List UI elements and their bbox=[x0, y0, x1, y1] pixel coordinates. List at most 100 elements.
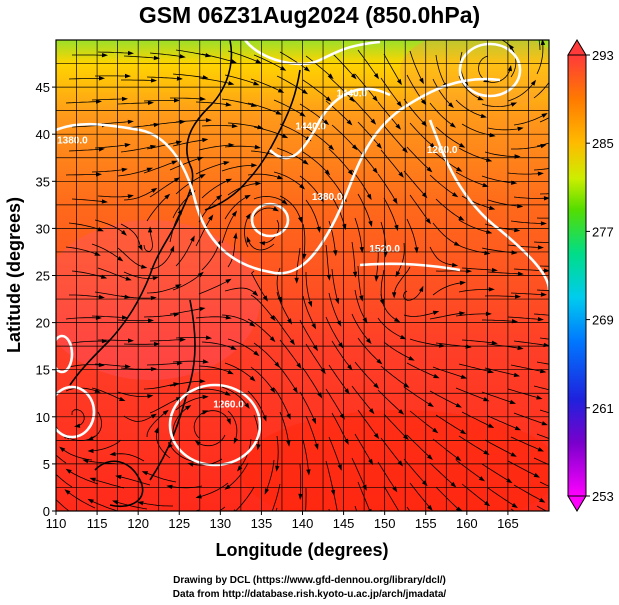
streamline bbox=[383, 485, 400, 511]
streamline-arrowhead bbox=[249, 375, 256, 382]
streamline-arrowhead bbox=[507, 65, 512, 72]
colorbar: 253 261 269 277 285 293 bbox=[567, 39, 614, 512]
streamline bbox=[71, 340, 104, 344]
streamline bbox=[539, 117, 549, 123]
x-tick-label: 115 bbox=[87, 516, 108, 531]
streamline bbox=[458, 435, 487, 454]
streamline bbox=[513, 114, 545, 126]
streamline-arrowhead bbox=[205, 335, 212, 340]
streamline-arrowhead bbox=[272, 206, 279, 212]
streamline bbox=[195, 217, 212, 247]
cool-pocket bbox=[400, 40, 549, 110]
streamline bbox=[487, 127, 520, 131]
streamline-arrowhead bbox=[514, 425, 522, 431]
streamline-arrowhead bbox=[325, 96, 332, 102]
streamline-arrowhead bbox=[540, 221, 547, 226]
x-tick-label: 130 bbox=[209, 516, 231, 531]
streamline bbox=[68, 470, 99, 485]
streamline-arrowhead bbox=[488, 287, 495, 292]
streamline bbox=[396, 242, 405, 274]
streamline-arrowhead bbox=[530, 79, 536, 86]
streamline bbox=[143, 100, 176, 102]
streamline bbox=[146, 76, 180, 80]
streamline bbox=[302, 79, 329, 100]
streamline bbox=[357, 193, 372, 224]
streamline-arrowhead bbox=[228, 81, 235, 86]
streamline-arrowhead bbox=[121, 315, 128, 320]
streamline bbox=[67, 491, 96, 509]
streamline bbox=[377, 317, 403, 339]
streamline-arrowhead bbox=[537, 317, 544, 322]
y-tick-label: 35 bbox=[36, 174, 50, 189]
streamline bbox=[435, 54, 446, 86]
streamline bbox=[513, 340, 546, 346]
streamline-arrowhead bbox=[259, 241, 266, 246]
streamline bbox=[253, 196, 285, 203]
streamline-arrowhead bbox=[450, 481, 457, 488]
streamline bbox=[97, 195, 130, 198]
streamline bbox=[538, 40, 541, 51]
y-tick-label: 15 bbox=[36, 363, 50, 378]
streamline-arrowhead bbox=[483, 397, 490, 402]
streamline bbox=[455, 387, 486, 401]
streamline bbox=[143, 161, 175, 174]
streamline-arrowhead bbox=[535, 523, 541, 528]
streamline bbox=[172, 406, 189, 434]
streamline bbox=[409, 50, 423, 81]
streamline bbox=[351, 313, 370, 342]
streamline bbox=[195, 162, 226, 175]
streamline-arrowhead bbox=[251, 163, 258, 168]
x-tick-label: 110 bbox=[46, 516, 67, 531]
streamline-arrowhead bbox=[311, 417, 317, 425]
streamline bbox=[123, 415, 154, 422]
streamline bbox=[403, 98, 425, 125]
warm-pocket bbox=[240, 410, 549, 511]
streamline-arrowhead bbox=[141, 471, 149, 476]
streamline-arrowhead bbox=[99, 76, 105, 81]
streamline-arrowhead bbox=[277, 88, 285, 93]
streamline-arrowhead bbox=[98, 147, 105, 152]
streamline bbox=[331, 52, 355, 77]
streamline bbox=[354, 361, 377, 387]
x-tick-label: 160 bbox=[456, 516, 478, 531]
streamline-arrowhead bbox=[328, 144, 335, 151]
streamline bbox=[197, 434, 226, 447]
streamline bbox=[325, 100, 350, 123]
streamline-arrowhead bbox=[275, 110, 282, 115]
streamline-arrowhead bbox=[338, 342, 344, 349]
streamline bbox=[86, 460, 119, 465]
streamline bbox=[56, 473, 73, 488]
streamline bbox=[115, 501, 148, 510]
streamline bbox=[273, 315, 293, 343]
streamline bbox=[201, 53, 234, 63]
streamline-arrowhead bbox=[121, 230, 127, 236]
streamline-arrowhead bbox=[460, 429, 467, 435]
streamline-arrowhead bbox=[119, 396, 126, 401]
streamline bbox=[302, 295, 315, 327]
streamline bbox=[351, 241, 356, 274]
streamline bbox=[354, 145, 376, 171]
streamline bbox=[510, 364, 543, 372]
streamline-arrowhead bbox=[109, 451, 116, 457]
streamline-arrowhead bbox=[455, 403, 462, 408]
streamline bbox=[279, 339, 300, 366]
streamline bbox=[195, 388, 228, 395]
streamline bbox=[484, 151, 517, 157]
streamline bbox=[409, 122, 433, 147]
streamline-arrowhead bbox=[517, 345, 524, 351]
streamline-arrowhead bbox=[429, 142, 436, 149]
streamline bbox=[201, 125, 235, 127]
streamline bbox=[376, 245, 379, 278]
streamline-arrowhead bbox=[359, 295, 364, 302]
streamline-arrowhead bbox=[176, 361, 183, 366]
streamline bbox=[117, 319, 151, 322]
streamline-arrowhead bbox=[230, 345, 237, 350]
streamline-arrowhead bbox=[296, 362, 302, 369]
streamline bbox=[325, 172, 346, 199]
streamline bbox=[305, 488, 307, 511]
streamline-arrowhead bbox=[225, 178, 233, 183]
streamline bbox=[331, 412, 348, 442]
streamline bbox=[377, 389, 402, 413]
streamline-arrowhead bbox=[87, 448, 94, 454]
streamline-arrowhead bbox=[491, 340, 498, 345]
